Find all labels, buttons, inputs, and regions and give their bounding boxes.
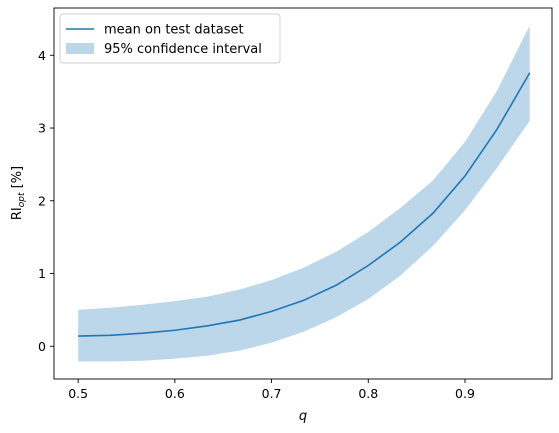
legend-label-confidence: 95% confidence interval — [104, 42, 262, 57]
y-axis-label-subscript: opt — [17, 192, 27, 207]
legend-box — [59, 13, 281, 64]
y-tick-label: 0 — [38, 339, 46, 354]
y-axis-label-base: RI — [10, 207, 25, 220]
y-axis-label: RIopt [%] — [10, 166, 27, 220]
x-tick-label: 0.5 — [68, 386, 88, 401]
legend-swatch-confidence — [66, 43, 94, 54]
x-tick-label: 0.7 — [262, 386, 282, 401]
y-tick-label: 2 — [38, 193, 46, 208]
legend-label-mean: mean on test dataset — [104, 23, 244, 38]
y-tick-label: 4 — [38, 48, 46, 63]
x-tick-label: 0.8 — [358, 386, 378, 401]
plot-area — [78, 25, 531, 362]
x-axis-label: q — [299, 409, 307, 424]
y-axis: 0 1 2 3 4 — [38, 48, 54, 354]
mean-line — [78, 72, 531, 337]
x-tick-label: 0.9 — [455, 386, 475, 401]
confidence-band — [78, 25, 530, 362]
legend: mean on test dataset 95% confidence inte… — [59, 13, 281, 64]
y-tick-label: 1 — [38, 266, 46, 281]
x-axis: 0.5 0.6 0.7 0.8 0.9 — [68, 379, 475, 401]
y-axis-label-suffix: [%] — [10, 166, 25, 193]
x-tick-label: 0.6 — [165, 386, 185, 401]
plot-frame — [53, 7, 553, 380]
y-tick-label: 3 — [38, 121, 46, 136]
